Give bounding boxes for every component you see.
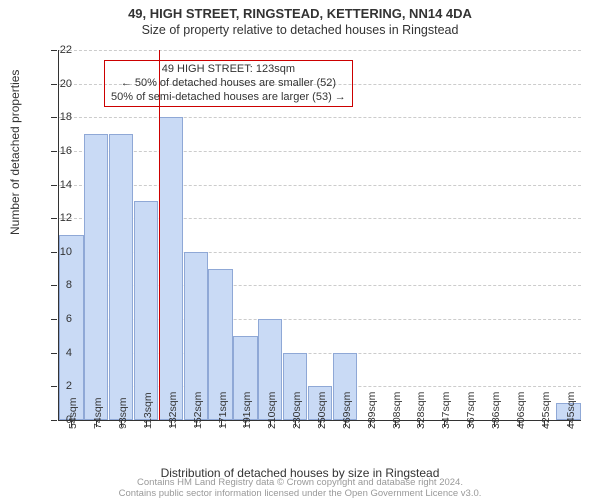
y-axis-label: Number of detached properties xyxy=(8,70,22,235)
annotation-line: 49 HIGH STREET: 123sqm xyxy=(111,63,346,77)
bar xyxy=(84,134,108,420)
chart-title: 49, HIGH STREET, RINGSTEAD, KETTERING, N… xyxy=(0,0,600,21)
y-tick-label: 20 xyxy=(42,78,72,90)
y-tick-label: 6 xyxy=(42,313,72,325)
y-tick-label: 10 xyxy=(42,246,72,258)
annotation-box: 49 HIGH STREET: 123sqm← 50% of detached … xyxy=(104,60,353,107)
y-tick-label: 14 xyxy=(42,179,72,191)
bar xyxy=(159,117,183,420)
bar xyxy=(109,134,133,420)
gridline xyxy=(59,50,581,51)
y-tick-label: 8 xyxy=(42,279,72,291)
footer-line2: Contains public sector information licen… xyxy=(119,488,482,499)
chart-subtitle: Size of property relative to detached ho… xyxy=(0,21,600,37)
y-tick-label: 12 xyxy=(42,212,72,224)
y-tick-label: 2 xyxy=(42,380,72,392)
y-tick-label: 18 xyxy=(42,111,72,123)
bar xyxy=(134,201,158,420)
chart-container: 49, HIGH STREET, RINGSTEAD, KETTERING, N… xyxy=(0,0,600,500)
gridline xyxy=(59,151,581,152)
gridline xyxy=(59,185,581,186)
y-tick-label: 16 xyxy=(42,145,72,157)
annotation-line: 50% of semi-detached houses are larger (… xyxy=(111,91,346,105)
annotation-line: ← 50% of detached houses are smaller (52… xyxy=(111,77,346,91)
footer-line1: Contains HM Land Registry data © Crown c… xyxy=(137,477,463,488)
y-tick-label: 22 xyxy=(42,44,72,56)
y-tick-label: 4 xyxy=(42,347,72,359)
footer-text: Contains HM Land Registry data © Crown c… xyxy=(0,478,600,499)
gridline xyxy=(59,117,581,118)
plot-area: 49 HIGH STREET: 123sqm← 50% of detached … xyxy=(58,50,581,421)
